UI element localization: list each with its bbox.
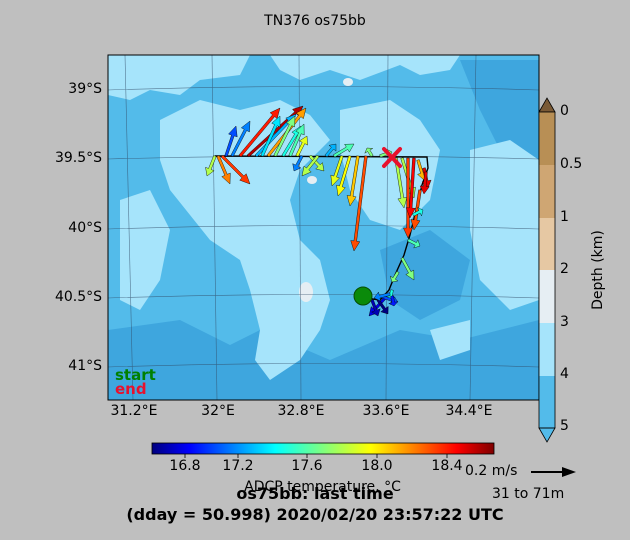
depth-tick-0-5: 0.5 [560, 156, 583, 172]
plot-title: TN376 os75bb [264, 13, 366, 29]
velocity-arrow [350, 155, 368, 252]
velocity-arrow [336, 155, 352, 197]
footer-line2: (dday = 50.998) 2020/02/20 23:57:22 UTC [126, 505, 504, 524]
velocity-arrow [216, 155, 231, 185]
velocity-arrow [324, 143, 337, 158]
scale-depth-label: 31 to 71m [492, 486, 565, 502]
velocity-arrow [205, 155, 217, 177]
velocity-arrow [405, 157, 416, 219]
lat-label-40: 40°S [68, 220, 102, 236]
velocity-arrow [412, 207, 424, 217]
velocity-arrow [260, 115, 281, 157]
temp-tick-18-4: 18.4 [431, 458, 463, 474]
lat-label-40-5: 40.5°S [54, 289, 102, 305]
velocity-arrow [308, 154, 325, 172]
velocity-arrow [220, 154, 251, 185]
lon-label-31-2: 31.2°E [110, 403, 158, 419]
bathymetry-layer [108, 55, 539, 400]
temp-tick-17-6: 17.6 [291, 458, 323, 474]
velocity-arrow [364, 147, 374, 157]
velocity-arrow [301, 154, 320, 177]
velocity-arrow [389, 271, 400, 283]
lon-label-34-4: 34.4°E [445, 403, 493, 419]
velocity-arrow [373, 291, 391, 302]
depth-tick-5: 5 [560, 418, 569, 434]
velocity-arrow [370, 299, 381, 317]
velocity-arrow [330, 155, 344, 187]
footer-line1: os75bb: last time [236, 484, 394, 503]
depth-tick-3: 3 [560, 314, 569, 330]
start-label: start [115, 366, 156, 384]
velocity-arrow [238, 107, 281, 158]
temp-tick-18-0: 18.0 [361, 458, 393, 474]
temperature-axis-label: ADCP temperature, °C [244, 479, 401, 495]
temp-tick-16-8: 16.8 [169, 458, 201, 474]
velocity-arrow [273, 115, 296, 157]
temperature-ticks [184, 454, 448, 458]
temp-tick-17-2: 17.2 [222, 458, 254, 474]
velocity-arrow [292, 155, 304, 172]
temperature-colorbar [151, 442, 495, 455]
end-marker [382, 147, 402, 168]
lon-label-32-8: 32.8°E [277, 403, 325, 419]
velocity-arrow [224, 125, 238, 157]
lat-label-39-5: 39.5°S [54, 150, 102, 166]
graticule [108, 55, 539, 400]
lon-label-33-6: 33.6°E [362, 403, 410, 419]
velocity-arrow [346, 155, 360, 207]
velocity-arrow [400, 257, 415, 281]
velocity-arrow [288, 123, 305, 157]
lon-label-32: 32°E [201, 403, 235, 419]
lat-label-41: 41°S [68, 358, 102, 374]
velocity-arrow [419, 171, 430, 195]
velocity-arrow [410, 189, 422, 231]
velocity-arrow [230, 120, 251, 157]
depth-tick-2: 2 [560, 261, 569, 277]
velocity-arrow [407, 238, 421, 249]
velocity-arrow [388, 295, 399, 307]
depth-tick-1: 1 [560, 209, 569, 225]
velocity-arrow [333, 143, 355, 158]
scale-arrow [531, 467, 576, 477]
scale-speed-label: 0.2 m/s [465, 463, 518, 479]
depth-axis-label: Depth (km) [590, 230, 606, 310]
velocity-arrow [295, 135, 308, 157]
depth-colorbar [538, 97, 556, 443]
lat-label-39: 39°S [68, 81, 102, 97]
depth-tick-4: 4 [560, 366, 569, 382]
velocity-arrows [205, 105, 432, 317]
end-label: end [115, 380, 147, 398]
depth-tick-0: 0 [560, 103, 569, 119]
velocity-arrow [403, 157, 413, 239]
start-marker [353, 286, 373, 306]
